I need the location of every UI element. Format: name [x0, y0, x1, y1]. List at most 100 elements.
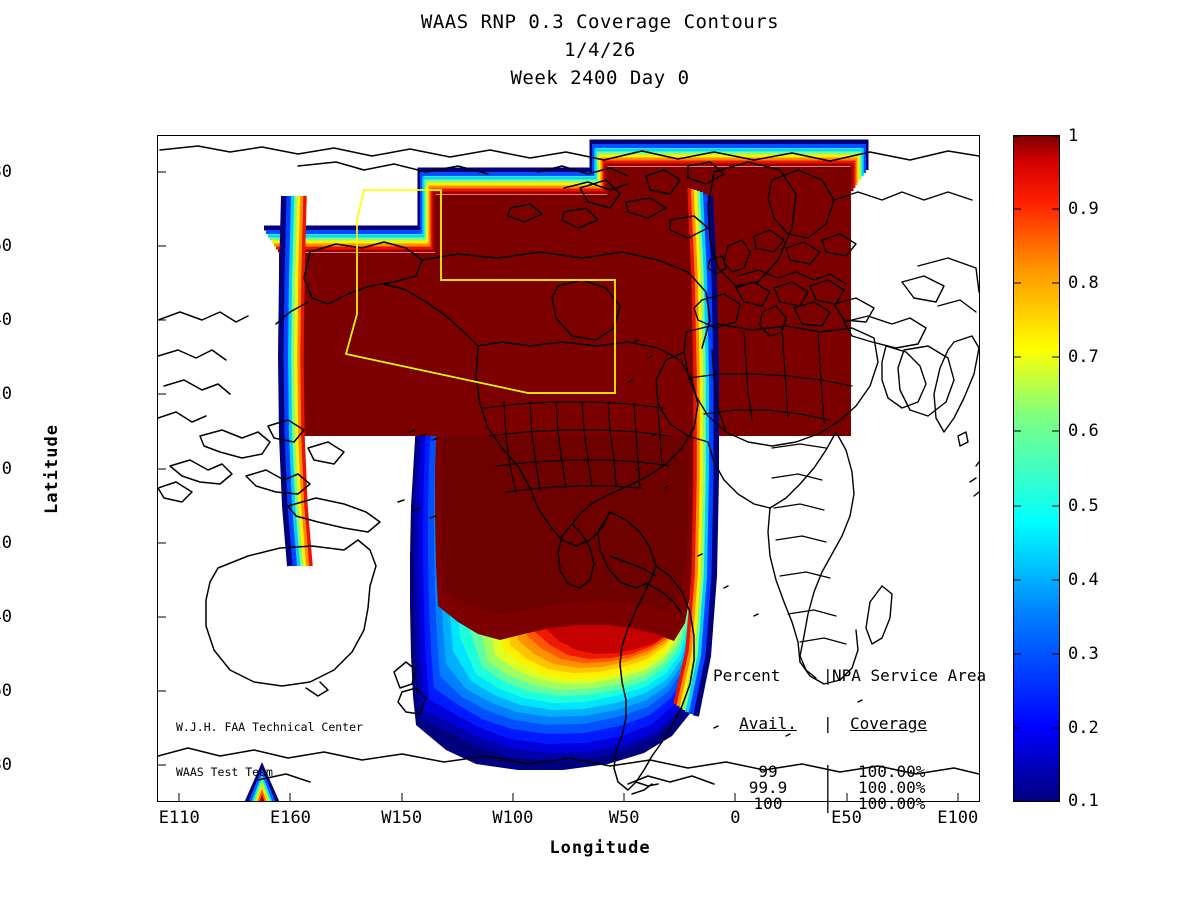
table-header-row: Percent |NPA Service Area: [713, 668, 986, 684]
antarctic-contour-spike: [244, 762, 280, 801]
y-tick-mark: [157, 542, 166, 544]
y-axis-title: Latitude: [42, 423, 62, 514]
y-tick-mark: [157, 393, 166, 395]
colorbar-tick-mark-right: [1052, 505, 1060, 507]
x-tick-mark: [289, 793, 291, 802]
table-subheader-row: Avail. | Coverage: [713, 716, 986, 732]
x-axis-title: Longitude: [549, 838, 651, 858]
table-divider-row-0: |: [823, 762, 833, 781]
y-tick-label-1: 60: [0, 236, 12, 257]
table-cell-avail-0: 99: [758, 762, 778, 781]
y-tick-label-8: -80: [0, 754, 12, 775]
x-tick-label-4: W50: [608, 808, 640, 828]
x-tick-label-6: E50: [831, 808, 862, 828]
table-divider: |: [823, 666, 833, 685]
colorbar: [1013, 135, 1060, 802]
colorbar-tick-mark: [1013, 800, 1021, 802]
colorbar-tick-label-6: 0.4: [1068, 569, 1099, 590]
x-tick-label-3: W100: [492, 808, 534, 828]
watermark-line-1: W.J.H. FAA Technical Center: [176, 720, 363, 734]
x-tick-mark: [846, 793, 848, 802]
world-map-svg: [158, 139, 979, 801]
table-cell-avail-1: 99.9: [748, 778, 788, 797]
edge-gradient-bands: [278, 187, 719, 717]
y-tick-mark: [157, 171, 166, 173]
y-tick-label-3: 20: [0, 384, 12, 405]
colorbar-tick-mark-right: [1052, 356, 1060, 358]
table-cell-avail-2: 100: [753, 794, 783, 813]
colorbar-tick-label-4: 0.6: [1068, 421, 1099, 442]
x-tick-mark: [178, 793, 180, 802]
table-header-left: Percent: [713, 666, 781, 685]
npa-coverage-table: Percent |NPA Service Area Avail. | Coverage…: [713, 636, 986, 828]
y-tick-label-5: -20: [0, 532, 12, 553]
y-tick-label-6: -40: [0, 606, 12, 627]
y-tick-mark: [157, 468, 166, 469]
table-body: 99 | 100.00% 99.9 | 100.00% 100 | 100.00%: [713, 764, 986, 812]
colorbar-tick-label-3: 0.7: [1068, 347, 1099, 368]
x-tick-label-2: W150: [381, 808, 423, 828]
chart-title-block: WAAS RNP 0.3 Coverage Contours 1/4/26 We…: [0, 8, 1200, 92]
y-tick-mark: [157, 764, 166, 766]
colorbar-tick-label-0: 1: [1068, 126, 1079, 146]
colorbar-tick-mark-right: [1052, 653, 1060, 655]
y-tick-label-2: 40: [0, 310, 12, 331]
x-tick-label-0: E110: [158, 808, 200, 828]
table-divider-row-1: |: [823, 778, 833, 797]
x-tick-mark: [512, 793, 514, 802]
colorbar-tick-mark: [1013, 135, 1021, 137]
colorbar-tick-mark: [1013, 505, 1021, 507]
colorbar-tick-mark: [1013, 653, 1021, 655]
y-tick-label-0: 80: [0, 162, 12, 183]
watermark-credit: W.J.H. FAA Technical Center WAAS Test Te…: [176, 690, 363, 795]
colorbar-tick-mark: [1013, 208, 1021, 210]
x-tick-label-5: 0: [730, 808, 741, 828]
y-tick-label-4: 0: [1, 458, 12, 479]
table-row: 100 | 100.00%: [713, 796, 986, 812]
x-tick-mark: [401, 793, 403, 802]
table-cell-coverage-1: 100.00%: [858, 778, 926, 797]
colorbar-tick-mark: [1013, 430, 1021, 432]
colorbar-tick-mark-right: [1052, 208, 1060, 210]
colorbar-tick-mark-right: [1052, 579, 1060, 581]
colorbar-tick-label-8: 0.2: [1068, 717, 1099, 738]
title-line-1: WAAS RNP 0.3 Coverage Contours: [420, 11, 780, 33]
colorbar-tick-mark-right: [1052, 727, 1060, 729]
table-divider-row-2: |: [823, 794, 833, 813]
coastline-overlay: [158, 145, 979, 795]
y-tick-mark: [157, 245, 166, 247]
x-tick-label-7: E100: [937, 808, 979, 828]
table-header-right: NPA Service Area: [832, 666, 987, 685]
colorbar-tick-label-2: 0.8: [1068, 273, 1099, 294]
colorbar-tick-label-5: 0.5: [1068, 495, 1099, 516]
colorbar-tick-mark-right: [1052, 800, 1060, 802]
y-tick-mark: [157, 616, 166, 618]
map-plot-area: [157, 135, 980, 802]
table-divider-2: |: [823, 714, 833, 733]
colorbar-tick-mark: [1013, 356, 1021, 358]
table-row: 99 | 100.00%: [713, 764, 986, 780]
map-canvas: [158, 136, 979, 801]
y-tick-label-7: -60: [0, 680, 12, 701]
watermark-line-2: WAAS Test Team: [176, 765, 273, 779]
colorbar-tick-mark: [1013, 727, 1021, 729]
x-tick-mark: [734, 793, 736, 802]
colorbar-tick-mark-right: [1052, 135, 1060, 137]
title-line-3: Week 2400 Day 0: [510, 67, 690, 89]
eastern-hemisphere-borders: [627, 169, 979, 737]
colorbar-tick-mark: [1013, 282, 1021, 284]
x-tick-mark: [623, 793, 625, 802]
x-tick-label-1: E160: [269, 808, 311, 828]
title-line-2: 1/4/26: [564, 39, 636, 61]
colorbar-tick-label-7: 0.3: [1068, 643, 1099, 664]
table-cell-coverage-2: 100.00%: [858, 794, 926, 813]
y-tick-mark: [157, 319, 166, 321]
y-tick-mark: [157, 690, 166, 692]
colorbar-tick-mark-right: [1052, 282, 1060, 284]
colorbar-tick-mark: [1013, 579, 1021, 581]
table-subheader-left: Avail.: [739, 714, 797, 733]
colorbar-gradient: [1014, 136, 1059, 801]
table-row: 99.9 | 100.00%: [713, 780, 986, 796]
colorbar-tick-label-9: 0.1: [1068, 791, 1099, 811]
colorbar-tick-mark-right: [1052, 430, 1060, 432]
